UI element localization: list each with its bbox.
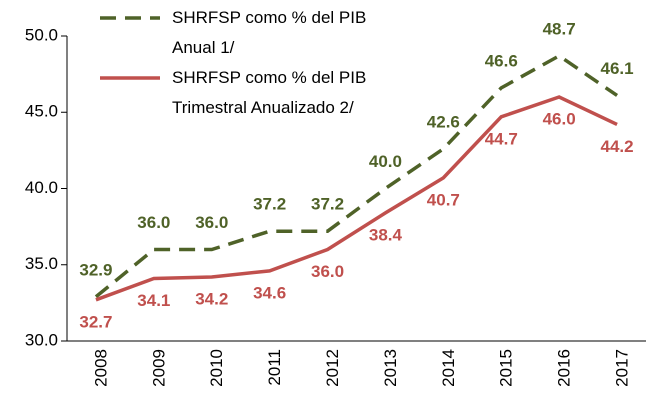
data-label: 36.0	[311, 262, 344, 281]
data-label: 40.7	[427, 190, 460, 209]
x-tick-label: 2014	[439, 349, 458, 387]
data-label: 42.6	[427, 112, 460, 131]
data-label: 38.4	[369, 225, 403, 244]
x-tick-label: 2016	[555, 349, 574, 387]
x-tick-label: 2013	[381, 349, 400, 387]
x-tick-label: 2015	[497, 349, 516, 387]
data-label: 46.0	[543, 109, 576, 128]
x-tick-label: 2011	[265, 349, 284, 386]
data-label: 37.2	[311, 195, 344, 214]
y-tick-label: 40.0	[25, 178, 58, 197]
data-label: 44.2	[601, 137, 634, 156]
y-tick-label: 35.0	[25, 254, 58, 273]
data-label: 37.2	[253, 195, 286, 214]
legend-label: SHRFSP como % del PIB Trimestral Anualiz…	[172, 68, 367, 117]
data-label: 32.9	[79, 260, 112, 279]
data-label: 36.0	[195, 213, 228, 232]
legend-label: SHRFSP como % del PIB Anual 1/	[172, 8, 367, 57]
data-label: 40.0	[369, 152, 402, 171]
y-tick-label: 45.0	[25, 102, 58, 121]
x-tick-label: 2009	[149, 349, 168, 387]
data-label: 46.6	[485, 51, 518, 70]
data-label: 48.7	[543, 19, 576, 38]
x-tick-label: 2008	[91, 349, 110, 387]
data-label: 34.1	[137, 291, 170, 310]
x-tick-label: 2010	[207, 349, 226, 387]
data-label: 32.7	[79, 312, 112, 331]
y-tick-label: 30.0	[25, 330, 58, 349]
data-label: 36.0	[137, 213, 170, 232]
y-tick-label: 50.0	[25, 25, 58, 44]
series-line	[94, 53, 619, 299]
x-tick-label: 2012	[323, 349, 342, 387]
data-label: 46.1	[601, 59, 634, 78]
x-tick-label: 2017	[613, 349, 632, 387]
data-label: 34.6	[253, 283, 286, 302]
data-label: 44.7	[485, 129, 518, 148]
data-label: 34.2	[195, 289, 228, 308]
series-line	[95, 95, 618, 302]
